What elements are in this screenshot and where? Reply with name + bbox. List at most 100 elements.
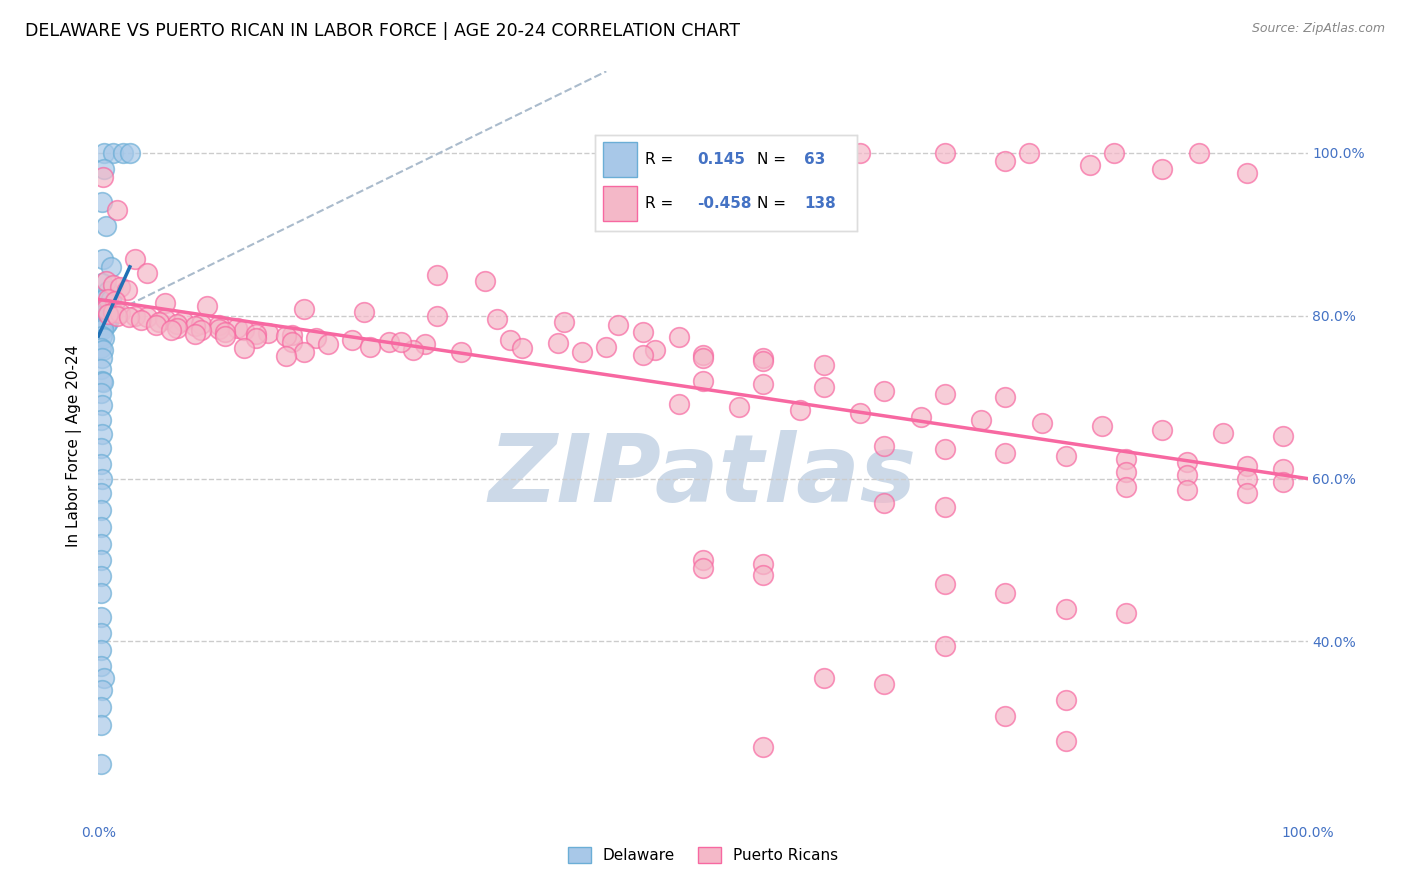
Point: [90, 537, 112, 551]
Point: [208, 322, 231, 336]
Point: [97, 293, 120, 307]
Point: [94, 275, 117, 289]
Point: [97, 307, 120, 321]
Point: [232, 341, 254, 355]
Point: [281, 334, 304, 349]
Point: [426, 268, 449, 282]
Point: [153, 296, 176, 310]
Text: 0.145: 0.145: [697, 152, 745, 167]
Point: [184, 319, 207, 334]
Point: [1078, 158, 1101, 172]
Point: [118, 145, 141, 160]
Point: [813, 380, 835, 394]
Point: [692, 561, 714, 575]
Point: [90, 756, 112, 771]
Point: [96, 303, 118, 318]
Point: [1152, 423, 1174, 437]
Point: [692, 374, 714, 388]
Point: [90, 441, 112, 455]
Point: [813, 358, 835, 372]
Point: [413, 337, 436, 351]
Point: [595, 340, 617, 354]
Point: [90, 413, 112, 427]
Point: [91, 329, 114, 343]
Point: [153, 312, 176, 326]
Point: [90, 626, 112, 640]
Point: [292, 345, 315, 359]
Point: [90, 341, 112, 355]
Point: [97, 285, 120, 299]
Point: [498, 333, 520, 347]
Point: [752, 354, 775, 368]
Point: [994, 153, 1017, 168]
Point: [873, 496, 896, 510]
Point: [101, 304, 124, 318]
Point: [105, 202, 128, 217]
Point: [934, 387, 956, 401]
Point: [1188, 145, 1211, 160]
Point: [90, 699, 112, 714]
Point: [1031, 416, 1053, 430]
Point: [172, 314, 194, 328]
Point: [94, 314, 117, 328]
Point: [91, 683, 114, 698]
Point: [644, 343, 666, 357]
Point: [195, 299, 218, 313]
Point: [166, 321, 188, 335]
Text: DELAWARE VS PUERTO RICAN IN LABOR FORCE | AGE 20-24 CORRELATION CHART: DELAWARE VS PUERTO RICAN IN LABOR FORCE …: [25, 22, 741, 40]
Point: [553, 315, 575, 329]
Point: [402, 343, 425, 357]
Text: N =: N =: [758, 196, 786, 211]
Point: [1272, 429, 1295, 443]
Point: [232, 323, 254, 337]
Point: [1152, 162, 1174, 177]
Point: [1115, 465, 1137, 479]
Point: [934, 145, 956, 160]
Point: [274, 350, 297, 364]
Point: [90, 317, 112, 331]
Point: [190, 317, 212, 331]
Point: [849, 406, 872, 420]
Point: [90, 361, 112, 376]
Point: [100, 293, 122, 307]
Point: [90, 386, 112, 401]
Text: 63: 63: [804, 152, 825, 167]
Bar: [603, 142, 637, 177]
Point: [208, 318, 231, 333]
Point: [1236, 472, 1258, 486]
Point: [98, 305, 121, 319]
Point: [184, 326, 207, 341]
Point: [105, 309, 128, 323]
Text: R =: R =: [645, 152, 673, 167]
Point: [1054, 693, 1077, 707]
Point: [90, 659, 112, 673]
Point: [124, 252, 146, 266]
Y-axis label: In Labor Force | Age 20-24: In Labor Force | Age 20-24: [66, 345, 83, 547]
Point: [1102, 145, 1125, 160]
Point: [1054, 449, 1077, 463]
Point: [994, 390, 1017, 404]
Point: [245, 326, 267, 341]
Point: [93, 145, 115, 160]
Text: R =: R =: [645, 196, 673, 211]
Point: [91, 351, 114, 365]
Point: [873, 677, 896, 691]
Point: [91, 322, 114, 336]
Point: [91, 310, 114, 324]
Point: [91, 374, 114, 388]
Point: [934, 500, 956, 514]
Point: [274, 329, 297, 343]
Point: [426, 309, 449, 323]
Text: 138: 138: [804, 196, 837, 211]
Point: [728, 400, 751, 414]
Point: [316, 337, 339, 351]
Point: [104, 293, 127, 308]
Point: [1236, 458, 1258, 473]
Point: [377, 334, 399, 349]
Legend: Delaware, Puerto Ricans: Delaware, Puerto Ricans: [561, 841, 845, 869]
Point: [90, 717, 112, 731]
Text: ZIPatlas: ZIPatlas: [489, 430, 917, 522]
Point: [631, 348, 654, 362]
Point: [90, 642, 112, 657]
Point: [692, 553, 714, 567]
